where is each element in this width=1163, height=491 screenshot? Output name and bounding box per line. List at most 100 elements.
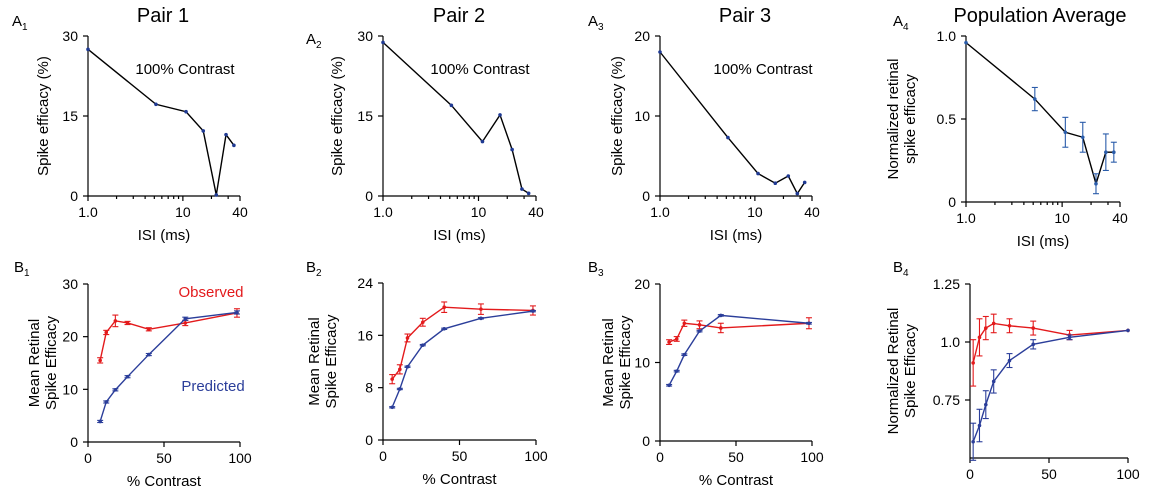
data-point — [991, 379, 996, 384]
y-tick-label: 30 — [62, 276, 78, 292]
data-point — [682, 352, 687, 357]
data-point — [802, 180, 807, 185]
annotation-text: 100% Contrast — [713, 61, 813, 78]
y-tick-label: 8 — [365, 380, 373, 396]
data-point — [235, 310, 239, 315]
x-axis-label: % Contrast — [1012, 489, 1087, 491]
data-point — [719, 313, 723, 318]
x-tick-label: 50 — [452, 448, 468, 464]
data-point — [1031, 342, 1035, 347]
data-point — [697, 329, 702, 333]
data-point — [667, 340, 671, 344]
data-point — [756, 171, 760, 176]
data-point — [991, 321, 996, 326]
data-point — [390, 377, 394, 381]
annotation-text: 100% Contrast — [430, 61, 530, 78]
y-tick-label: 10 — [634, 355, 650, 371]
x-tick-label: 100 — [1116, 466, 1140, 482]
series-line — [668, 314, 810, 386]
data-point — [104, 400, 109, 404]
series-annotation-predicted: Predicted — [181, 378, 244, 395]
x-axis-label: % Contrast — [422, 471, 497, 488]
y-tick-label: 10 — [62, 381, 78, 397]
x-tick-label: 40 — [232, 204, 248, 220]
data-point — [183, 316, 188, 321]
y-tick-label: 0.5 — [937, 111, 957, 127]
data-point — [147, 352, 151, 357]
data-point — [480, 139, 485, 144]
panel-label: A4 — [893, 13, 909, 33]
data-point — [113, 319, 118, 323]
y-tick-label: 0 — [70, 188, 78, 204]
data-point — [667, 383, 671, 388]
data-point — [1063, 130, 1068, 135]
data-point — [658, 50, 662, 54]
y-tick-label: 16 — [357, 327, 373, 343]
y-axis-label: Normalized retinal — [885, 59, 902, 180]
x-tick-label: 50 — [156, 450, 172, 466]
y-axis-label: Mean Retinal — [26, 319, 43, 407]
data-point — [964, 40, 968, 45]
y-axis-label: Spike Efficacy — [902, 324, 919, 418]
data-point — [184, 109, 188, 114]
data-point — [232, 143, 236, 148]
panel-a1: A1 Pair 1 100% Contrast 0 15 30 1.0 10 40 ISI (ms… — [12, 5, 248, 244]
panel-title: Population Average — [953, 5, 1126, 27]
data-point — [719, 326, 723, 330]
data-point — [420, 320, 425, 325]
y-tick-label: 0 — [948, 194, 956, 210]
data-point — [984, 326, 988, 330]
data-point — [984, 402, 988, 407]
data-point — [420, 343, 425, 347]
x-tick-label: 40 — [1112, 210, 1128, 226]
panel-b1: B1 Observed Predicted 0 10 20 30 0 50 100 % Contra… — [14, 259, 252, 490]
data-point — [1067, 335, 1072, 340]
x-tick-label: 1.0 — [373, 204, 393, 220]
y-tick-label: 0 — [365, 188, 373, 204]
data-point — [795, 191, 800, 196]
x-tick-label: 0 — [84, 450, 92, 466]
y-tick-label: 20 — [634, 276, 650, 292]
panel-title: Pair 3 — [719, 5, 771, 27]
data-point — [201, 129, 206, 133]
series-line — [99, 312, 238, 361]
panel-label: B3 — [588, 259, 604, 279]
panel-a2: A2 Pair 2 100% Contrast 0 15 30 1.0 10 40 ISI (ms… — [306, 5, 544, 244]
data-point — [1126, 328, 1130, 333]
data-point — [125, 374, 130, 379]
panel-title: Pair 2 — [433, 5, 485, 27]
series-annotation-observed: Observed — [178, 284, 243, 301]
data-point — [147, 327, 151, 332]
y-tick-label: 30 — [357, 28, 373, 44]
x-tick-label: 1.0 — [78, 204, 98, 220]
data-point — [398, 367, 402, 372]
x-tick-label: 1.0 — [956, 210, 976, 226]
series-line — [965, 42, 1114, 187]
data-point — [977, 423, 982, 428]
y-axis-label: Spike Efficacy — [43, 316, 60, 410]
y-tick-label: 0 — [642, 188, 650, 204]
data-point — [1094, 181, 1098, 186]
data-point — [498, 113, 502, 117]
y-axis-label: Spike Efficacy — [617, 315, 634, 409]
data-point — [977, 335, 982, 340]
x-tick-label: 10 — [747, 204, 763, 220]
data-point — [1104, 150, 1108, 154]
data-point — [531, 309, 535, 313]
data-point — [1112, 150, 1116, 154]
data-point — [104, 330, 109, 335]
panel-b4: B4 0.75 1.0 1.25 0 50 100 % Contrast Normalized … — [885, 259, 1140, 491]
panel-label: A2 — [306, 31, 322, 51]
y-tick-label: 0.75 — [933, 392, 960, 408]
data-point — [773, 181, 778, 185]
x-axis-label: % Contrast — [699, 472, 774, 489]
data-point — [479, 316, 483, 321]
x-axis-label: % Contrast — [127, 473, 202, 490]
x-tick-label: 100 — [524, 448, 548, 464]
data-point — [98, 358, 102, 363]
y-axis-label: Mean Retinal — [306, 317, 323, 405]
data-point — [98, 419, 102, 424]
data-point — [510, 147, 514, 152]
y-tick-label: 10 — [634, 108, 650, 124]
x-tick-label: 40 — [804, 204, 820, 220]
